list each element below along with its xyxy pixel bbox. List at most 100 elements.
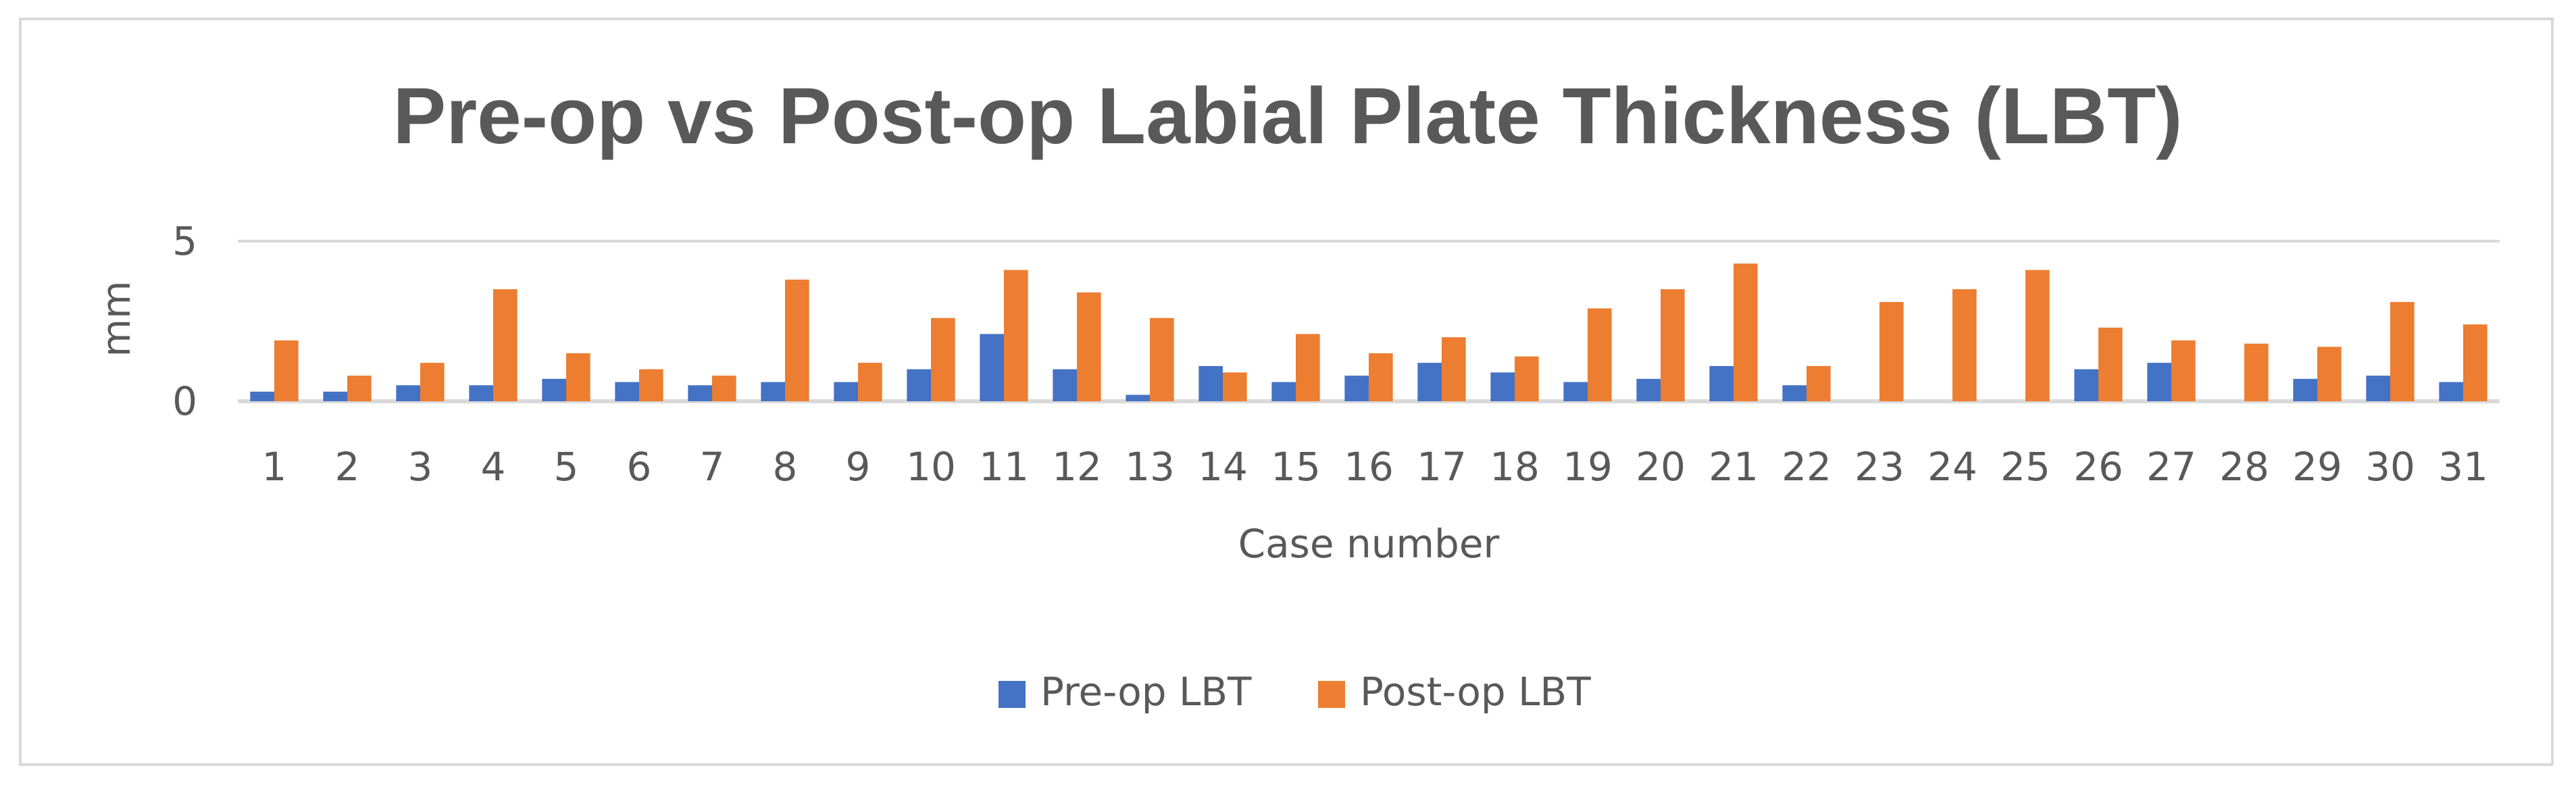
x-tick-label: 24	[1927, 444, 1977, 490]
bar-post-op-case-10	[931, 317, 955, 401]
bar-pre-op-case-6	[615, 382, 639, 401]
bar-post-op-case-3	[420, 363, 445, 401]
x-tick-label: 11	[979, 444, 1029, 490]
bar-post-op-case-20	[1661, 289, 1685, 401]
x-tick-label: 9	[846, 444, 871, 490]
bar-post-op-case-7	[712, 376, 736, 401]
x-tick-label: 1	[262, 444, 287, 490]
bar-pre-op-case-8	[761, 382, 785, 401]
bar-post-op-case-23	[1879, 302, 1904, 401]
bar-pre-op-case-16	[1344, 376, 1369, 401]
x-tick-label: 10	[906, 444, 956, 490]
x-tick-label: 20	[1636, 444, 1686, 490]
bar-post-op-case-11	[1004, 270, 1028, 401]
bar-pre-op-case-3	[396, 385, 420, 401]
bar-post-op-case-22	[1807, 365, 1831, 401]
bar-pre-op-case-10	[907, 369, 931, 401]
bar-pre-op-case-17	[1417, 363, 1442, 401]
x-tick-label: 30	[2365, 444, 2415, 490]
x-axis-ticks: 1 2 3 4 5 6 7 8 9 10 11 12 13 14 15 16 17 18 19 20 21 22 23 24 2…	[262, 444, 2488, 490]
bar-post-op-case-17	[1442, 337, 1466, 401]
x-tick-label: 12	[1052, 444, 1102, 490]
bar-post-op-case-19	[1588, 308, 1612, 401]
x-tick-label: 5	[554, 444, 579, 490]
bar-pre-op-case-29	[2293, 378, 2317, 401]
x-tick-label: 4	[481, 444, 506, 490]
legend-swatch-pre-op	[999, 681, 1026, 708]
bar-post-op-case-26	[2098, 327, 2123, 401]
bar-post-op-case-2	[347, 376, 372, 401]
x-tick-label: 21	[1709, 444, 1759, 490]
x-tick-label: 18	[1490, 444, 1540, 490]
bar-pre-op-case-4	[469, 385, 493, 401]
chart-title: Pre-op vs Post-op Labial Plate Thickness…	[393, 72, 2183, 161]
bar-pre-op-case-22	[1782, 385, 1807, 401]
x-tick-label: 31	[2438, 444, 2488, 490]
bar-pre-op-case-20	[1636, 378, 1661, 401]
y-tick-label: 0	[172, 378, 197, 424]
bars	[250, 263, 2487, 401]
x-tick-label: 8	[773, 444, 798, 490]
bar-post-op-case-30	[2390, 302, 2415, 401]
x-tick-label: 19	[1563, 444, 1613, 490]
x-tick-label: 3	[408, 444, 433, 490]
bar-post-op-case-27	[2171, 340, 2196, 401]
bar-pre-op-case-2	[323, 391, 347, 401]
x-tick-label: 2	[335, 444, 360, 490]
bar-post-op-case-4	[493, 289, 517, 401]
x-tick-label: 17	[1417, 444, 1467, 490]
x-tick-label: 27	[2146, 444, 2196, 490]
bar-post-op-case-13	[1150, 317, 1174, 401]
x-tick-label: 14	[1198, 444, 1248, 490]
bar-post-op-case-15	[1296, 334, 1320, 401]
x-tick-label: 16	[1344, 444, 1394, 490]
x-tick-label: 25	[2000, 444, 2050, 490]
bar-pre-op-case-13	[1126, 394, 1150, 401]
x-tick-label: 13	[1125, 444, 1175, 490]
bar-pre-op-case-11	[980, 334, 1004, 401]
bar-pre-op-case-21	[1709, 365, 1734, 401]
x-tick-label: 6	[627, 444, 652, 490]
legend: Pre-op LBT Post-op LBT	[999, 669, 1591, 715]
bar-post-op-case-1	[274, 340, 299, 401]
bar-post-op-case-18	[1515, 356, 1539, 401]
bar-post-op-case-16	[1369, 353, 1393, 401]
bar-pre-op-case-1	[250, 391, 274, 401]
bar-pre-op-case-5	[542, 378, 566, 401]
bar-pre-op-case-31	[2439, 382, 2463, 401]
bar-pre-op-case-14	[1198, 365, 1223, 401]
bar-post-op-case-9	[858, 363, 882, 401]
bar-post-op-case-12	[1077, 292, 1101, 401]
bar-post-op-case-5	[566, 353, 590, 401]
bar-post-op-case-6	[639, 369, 663, 401]
bar-pre-op-case-26	[2074, 369, 2098, 401]
legend-swatch-post-op	[1318, 681, 1345, 708]
bar-pre-op-case-30	[2366, 376, 2390, 401]
legend-label-pre-op: Pre-op LBT	[1040, 669, 1252, 715]
y-axis-ticks: 05	[172, 218, 197, 424]
x-tick-label: 23	[1854, 444, 1904, 490]
bar-post-op-case-24	[1952, 289, 1977, 401]
bar-pre-op-case-7	[688, 385, 712, 401]
x-tick-label: 26	[2073, 444, 2123, 490]
bar-post-op-case-8	[785, 279, 809, 401]
x-tick-label: 7	[700, 444, 725, 490]
x-tick-label: 28	[2219, 444, 2269, 490]
bar-pre-op-case-27	[2147, 363, 2171, 401]
bar-post-op-case-28	[2244, 343, 2269, 401]
bar-post-op-case-25	[2025, 270, 2050, 401]
x-tick-label: 29	[2292, 444, 2342, 490]
bar-pre-op-case-15	[1271, 382, 1296, 401]
x-tick-label: 22	[1782, 444, 1832, 490]
legend-label-post-op: Post-op LBT	[1360, 669, 1591, 715]
y-axis-label: mm	[93, 281, 139, 357]
y-tick-label: 5	[172, 218, 197, 264]
bar-pre-op-case-19	[1563, 382, 1588, 401]
bar-pre-op-case-18	[1490, 372, 1515, 401]
bar-pre-op-case-12	[1053, 369, 1077, 401]
bar-pre-op-case-9	[834, 382, 858, 401]
bar-post-op-case-31	[2463, 324, 2487, 401]
x-tick-label: 15	[1271, 444, 1321, 490]
bar-post-op-case-14	[1223, 372, 1247, 401]
